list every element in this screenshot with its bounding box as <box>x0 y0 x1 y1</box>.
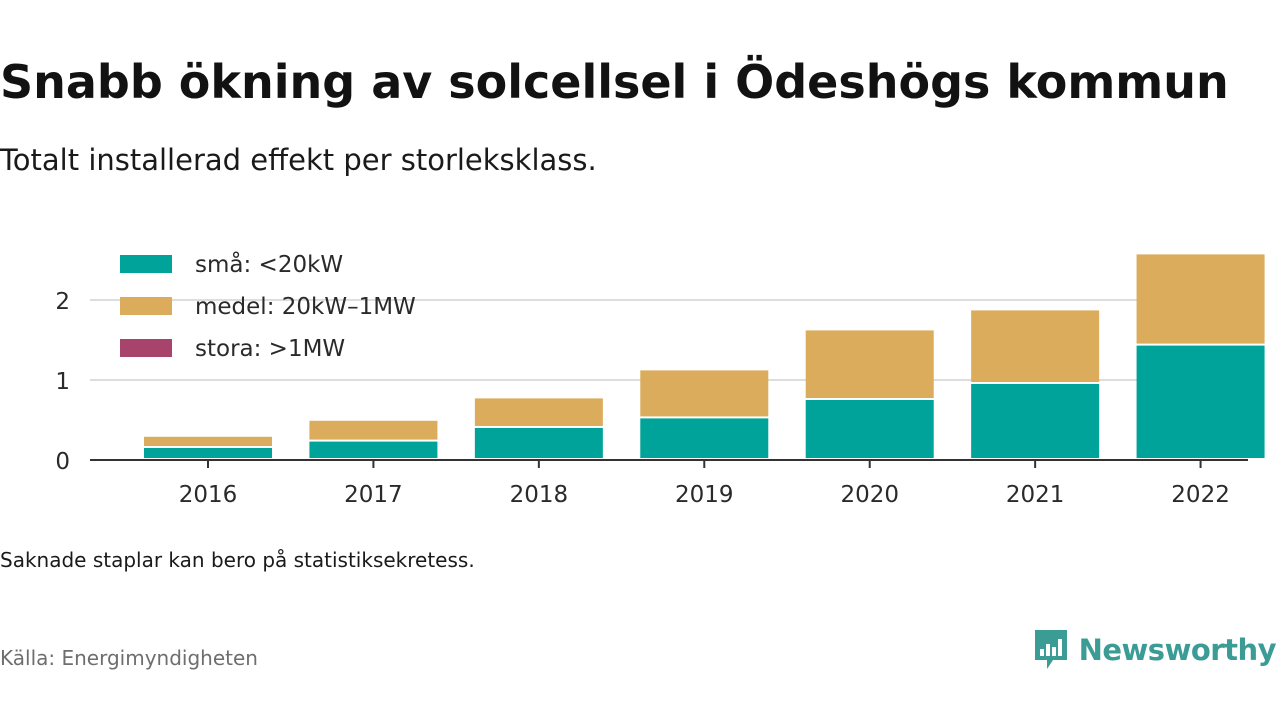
y-tick-label: 0 <box>55 449 70 475</box>
bar-segment <box>1136 254 1265 344</box>
x-tick-label: 2017 <box>344 482 403 508</box>
legend-swatch <box>120 297 172 315</box>
bar-segment <box>1136 345 1265 458</box>
x-tick-label: 2019 <box>675 482 734 508</box>
bar-segment <box>971 310 1100 382</box>
stacked-bar-chart: 0 1 2 2016 2017 2018 2019 2020 2021 2022 små: <20… <box>55 250 1265 508</box>
bar-segment <box>474 428 603 458</box>
y-tick-label: 1 <box>55 369 70 395</box>
legend-label: stora: >1MW <box>195 336 345 362</box>
x-tick-label: 2016 <box>179 482 238 508</box>
legend-swatch <box>120 339 172 357</box>
bar-segment <box>309 420 438 440</box>
brand-logo: Newsworthy <box>1033 628 1277 672</box>
chart-subtitle: Totalt installerad effekt per storlekskl… <box>0 143 597 177</box>
bar-segment <box>474 398 603 426</box>
bar-segment <box>309 441 438 458</box>
axes: 0 1 2 2016 2017 2018 2019 2020 2021 2022 <box>55 289 1248 508</box>
bars <box>144 254 1265 458</box>
bar-segment <box>640 370 769 417</box>
bar-segment <box>805 330 934 398</box>
x-tick-label: 2022 <box>1171 482 1230 508</box>
bar-segment <box>971 384 1100 458</box>
bar-segment <box>805 400 934 458</box>
bar-segment <box>144 448 272 458</box>
brand-name: Newsworthy <box>1078 633 1277 667</box>
chart-title: Snabb ökning av solcellsel i Ödeshögs ko… <box>0 55 1229 109</box>
source-label: Källa: Energimyndigheten <box>0 646 258 670</box>
x-tick-label: 2018 <box>510 482 569 508</box>
bar-segment <box>144 436 272 446</box>
y-tick-label: 2 <box>55 289 70 315</box>
bar-segment <box>640 418 769 458</box>
legend-label: små: <20kW <box>195 250 343 278</box>
x-tick-label: 2020 <box>840 482 899 508</box>
footnote: Saknade staplar kan bero på statistiksek… <box>0 548 475 572</box>
newsworthy-logo-icon <box>1034 630 1067 669</box>
legend-label: medel: 20kW–1MW <box>195 294 416 320</box>
legend: små: <20kW medel: 20kW–1MW stora: >1MW <box>120 250 416 362</box>
x-tick-label: 2021 <box>1006 482 1065 508</box>
legend-swatch <box>120 255 172 273</box>
